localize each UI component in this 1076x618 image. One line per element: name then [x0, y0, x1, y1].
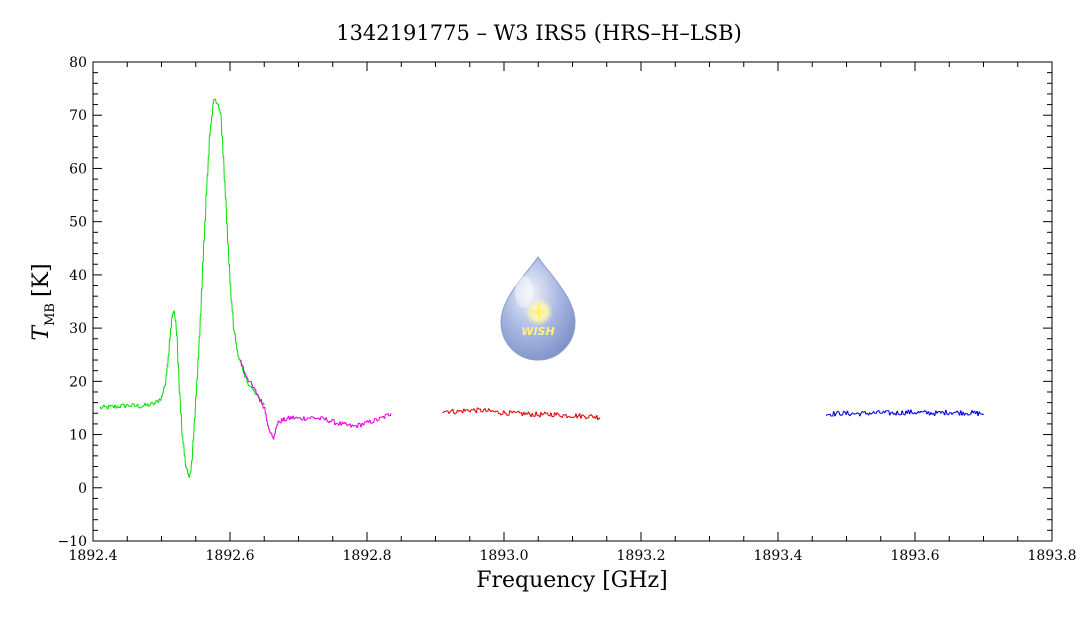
y-tick-label: 70 — [69, 108, 87, 124]
y-axis-label-subscript: MB — [43, 303, 58, 326]
x-tick-label: 1892.8 — [343, 548, 392, 564]
x-tick-label: 1893.2 — [617, 548, 666, 564]
plot-frame — [92, 61, 1053, 542]
chart-title: 1342191775 – W3 IRS5 (HRS–H–LSB) — [336, 21, 742, 45]
y-tick-label: 30 — [69, 321, 87, 337]
spectrum-series-line-3 — [442, 407, 601, 420]
x-tick-label: 1892.6 — [206, 548, 255, 564]
x-tick-label: 1893.0 — [480, 548, 529, 564]
y-tick-label: 20 — [69, 374, 87, 390]
y-tick-label: 0 — [78, 481, 87, 497]
wish-drop-highlight — [515, 276, 533, 308]
y-axis-label: TMB [K] — [29, 263, 58, 340]
y-tick-label: 50 — [69, 215, 87, 231]
x-tick-label: 1893.6 — [891, 548, 940, 564]
x-tick-label: 1893.8 — [1028, 548, 1076, 564]
y-axis-label-unit: [K] — [29, 263, 54, 297]
wish-logo: WISH — [500, 256, 576, 361]
y-tick-label: 80 — [69, 55, 87, 71]
spectrum-series-line-2 — [240, 359, 392, 440]
y-tick-label: 10 — [69, 428, 87, 444]
x-axis-ticks: 1892.4 1892.6 1892.8 1893.0 1893.2 1893.4 1893… — [69, 62, 1076, 564]
spectrum-series-line-1 — [99, 98, 265, 478]
y-tick-label: 40 — [69, 268, 87, 284]
spectrum-series-line-4 — [826, 409, 984, 417]
x-tick-label: 1893.4 — [754, 548, 803, 564]
x-axis-label: Frequency [GHz] — [476, 568, 668, 593]
x-tick-label: 1892.4 — [69, 548, 118, 564]
spectrum-series — [99, 98, 984, 478]
wish-star-icon — [528, 301, 550, 323]
y-axis-ticks: −10 0 10 20 30 40 50 60 70 80 — [57, 55, 1052, 550]
wish-logo-text: WISH — [521, 325, 554, 338]
y-axis-label-symbol: T — [29, 324, 54, 341]
y-tick-label: 60 — [69, 161, 87, 177]
y-tick-label: −10 — [57, 534, 87, 550]
